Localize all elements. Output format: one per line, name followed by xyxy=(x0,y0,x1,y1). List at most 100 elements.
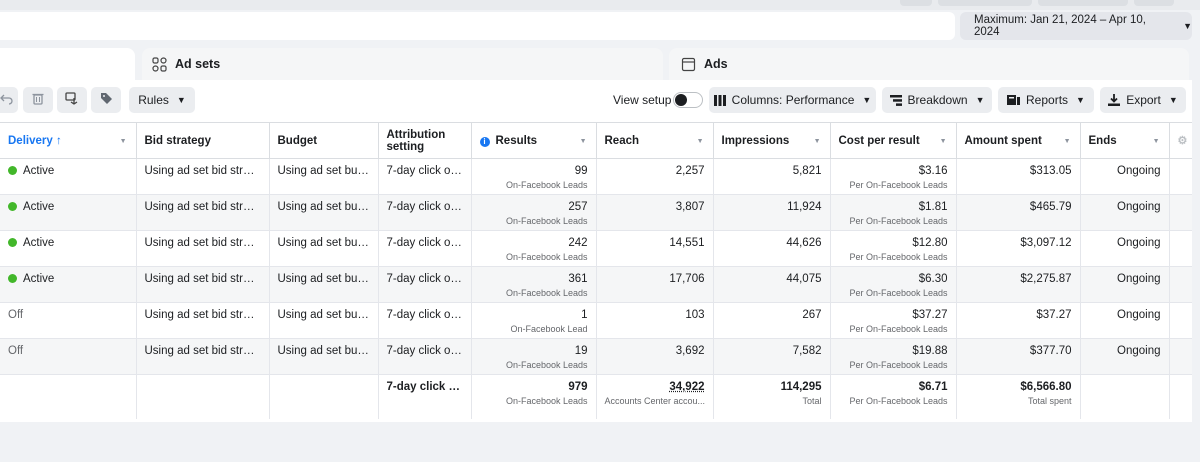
column-header-attribution[interactable]: Attribution setting xyxy=(378,122,472,159)
column-header-ends[interactable]: Ends ▼ xyxy=(1080,122,1170,159)
table-row[interactable]: Off Using ad set bid strate... Using ad se… xyxy=(0,338,1192,375)
table-row[interactable]: Active Using ad set bid strate... Using ad… xyxy=(0,194,1192,231)
chevron-down-icon[interactable]: ▼ xyxy=(939,138,947,145)
cell-bid-strategy: Using ad set bid strate... xyxy=(136,338,270,375)
cell-delivery: Active xyxy=(0,266,137,303)
cpr-sub: Per On-Facebook Leads xyxy=(849,216,948,226)
results-sub: On-Facebook Leads xyxy=(505,252,588,262)
cell-spacer xyxy=(1169,230,1192,267)
column-header-label: Bid strategy xyxy=(144,134,211,147)
search-filter-bar[interactable] xyxy=(0,12,955,40)
totals-amount-spent: $6,566.80 Total spent xyxy=(956,374,1081,419)
ads-icon xyxy=(680,56,696,72)
tab-ad-sets[interactable]: Ad sets xyxy=(142,48,663,80)
export-icon xyxy=(1108,94,1121,106)
cell-impressions: 44,075 xyxy=(713,266,831,303)
cell-attribution: 7-day click or 1... xyxy=(378,194,472,231)
totals-reach: 34,922 Accounts Center accou... xyxy=(596,374,714,419)
cell-amount-spent: $37.27 xyxy=(956,302,1081,339)
totals-cell xyxy=(0,374,137,419)
gear-icon[interactable]: ⚙ xyxy=(1177,135,1188,147)
cell-cost-per-result: $37.27 Per On-Facebook Leads xyxy=(830,302,957,339)
breakdown-dropdown[interactable]: Breakdown ▼ xyxy=(882,87,992,113)
top-button-ghost[interactable] xyxy=(900,0,932,6)
export-dropdown[interactable]: Export ▼ xyxy=(1100,87,1186,113)
table-row[interactable]: Active Using ad set bid strate... Using ad… xyxy=(0,230,1192,267)
view-setup-toggle[interactable] xyxy=(673,92,703,108)
totals-impressions-value: 114,295 xyxy=(780,381,822,393)
cell-delivery: Active xyxy=(0,230,137,267)
trash-icon xyxy=(32,92,44,108)
cell-ends: Ongoing xyxy=(1080,158,1170,195)
column-header-results[interactable]: i Results ▼ xyxy=(471,122,597,159)
tab-campaigns[interactable] xyxy=(0,48,135,80)
totals-results-sub: On-Facebook Leads xyxy=(505,396,588,406)
tag-button[interactable] xyxy=(91,87,121,113)
column-settings[interactable]: ⚙ xyxy=(1169,122,1192,159)
chevron-down-icon[interactable]: ▼ xyxy=(579,138,587,145)
breakdown-label: Breakdown xyxy=(907,93,968,107)
columns-dropdown[interactable]: Columns: Performance ▼ xyxy=(709,87,876,113)
columns-label: Columns: Performance xyxy=(731,93,855,107)
cell-reach: 14,551 xyxy=(596,230,714,267)
cpr-value: $3.16 xyxy=(918,165,948,177)
duplicate-button[interactable] xyxy=(57,87,87,113)
cell-attribution: 7-day click or 1... xyxy=(378,302,472,339)
cell-delivery: Active xyxy=(0,194,137,231)
results-value: 1 xyxy=(581,309,588,321)
chevron-down-icon[interactable]: ▼ xyxy=(813,138,821,145)
cell-budget: Using ad set budg... xyxy=(269,194,379,231)
cell-ends: Ongoing xyxy=(1080,194,1170,231)
undo-button[interactable] xyxy=(0,87,18,113)
column-header-label: Amount spent xyxy=(964,134,1042,147)
chevron-down-icon[interactable]: ▼ xyxy=(119,138,127,145)
cell-cost-per-result: $3.16 Per On-Facebook Leads xyxy=(830,158,957,195)
column-header-reach[interactable]: Reach ▼ xyxy=(596,122,714,159)
cpr-value: $19.88 xyxy=(912,345,948,357)
info-icon[interactable]: i xyxy=(479,136,490,147)
totals-cell xyxy=(1169,375,1192,419)
chevron-down-icon[interactable]: ▼ xyxy=(1152,138,1160,145)
cpr-sub: Per On-Facebook Leads xyxy=(849,324,948,334)
chevron-down-icon[interactable]: ▼ xyxy=(696,138,704,145)
cell-ends: Ongoing xyxy=(1080,266,1170,303)
rules-dropdown[interactable]: Rules ▼ xyxy=(129,87,195,113)
chevron-down-icon[interactable]: ▼ xyxy=(1063,138,1071,145)
totals-cpr-sub: Per On-Facebook Leads xyxy=(849,396,948,406)
delete-button[interactable] xyxy=(23,87,53,113)
column-header-delivery[interactable]: Delivery ↑ ▼ xyxy=(0,122,137,159)
cpr-sub: Per On-Facebook Leads xyxy=(849,252,948,262)
results-value: 257 xyxy=(568,201,588,213)
view-setup-label: View setup xyxy=(613,93,672,107)
totals-cell xyxy=(269,374,379,419)
column-header-impressions[interactable]: Impressions ▼ xyxy=(713,122,831,159)
column-header-label: Delivery xyxy=(8,134,53,147)
date-range-picker[interactable]: Maximum: Jan 21, 2024 – Apr 10, 2024 ▼ xyxy=(960,12,1192,40)
column-header-cost-per-result[interactable]: Cost per result ▼ xyxy=(830,122,957,159)
top-button-ghost[interactable] xyxy=(938,0,1032,6)
cell-amount-spent: $377.70 xyxy=(956,338,1081,375)
chevron-down-icon: ▼ xyxy=(862,95,872,105)
column-header-amount-spent[interactable]: Amount spent ▼ xyxy=(956,122,1081,159)
cell-cost-per-result: $6.30 Per On-Facebook Leads xyxy=(830,266,957,303)
cell-attribution: 7-day click or 1... xyxy=(378,230,472,267)
tab-ads[interactable]: Ads xyxy=(669,48,1189,80)
top-button-ghost[interactable] xyxy=(1134,0,1174,6)
totals-reach-value[interactable]: 34,922 xyxy=(669,381,705,393)
cell-spacer xyxy=(1169,338,1192,375)
table-row[interactable]: Off Using ad set bid strate... Using ad se… xyxy=(0,302,1192,339)
cpr-sub: Per On-Facebook Leads xyxy=(849,360,948,370)
delivery-status: Active xyxy=(23,237,55,249)
top-button-ghost[interactable] xyxy=(1038,0,1128,6)
reports-icon xyxy=(1007,94,1021,106)
duplicate-icon xyxy=(65,92,79,108)
column-header-label: Cost per result xyxy=(838,134,920,147)
table-row[interactable]: Active Using ad set bid strate... Using ad… xyxy=(0,158,1192,195)
column-header-bid-strategy[interactable]: Bid strategy xyxy=(136,122,270,159)
reports-dropdown[interactable]: Reports ▼ xyxy=(998,87,1094,113)
totals-attribution: 7-day click or ... xyxy=(378,374,472,419)
column-header-budget[interactable]: Budget xyxy=(269,122,379,159)
column-header-label: Budget xyxy=(277,134,318,147)
cell-spacer xyxy=(1169,266,1192,303)
table-row[interactable]: Active Using ad set bid strate... Using ad… xyxy=(0,266,1192,303)
